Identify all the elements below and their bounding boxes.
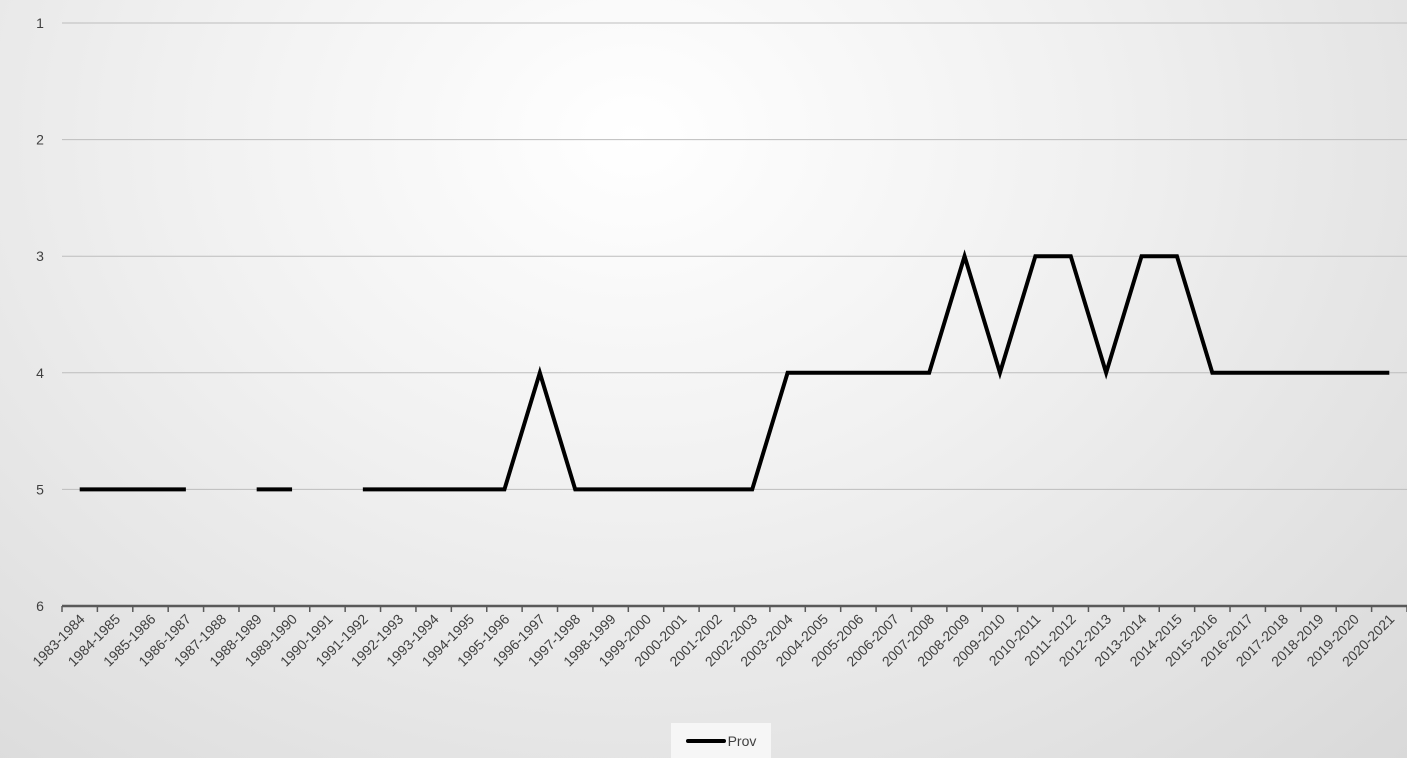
- legend: Prov: [671, 723, 771, 758]
- x-axis-labels: 1983-19841984-19851985-19861986-19871987…: [29, 611, 1397, 670]
- series-lines: [79, 249, 1390, 492]
- gridlines: [62, 22, 1407, 490]
- legend-label-prov: Prov: [727, 732, 757, 749]
- y-tick-label: 5: [36, 481, 44, 497]
- y-tick-label: 3: [36, 248, 44, 264]
- y-tick-label: 2: [36, 132, 44, 148]
- x-axis: [61, 604, 1407, 612]
- series-line-prov: [362, 249, 1390, 492]
- legend-swatch-prov: [685, 738, 726, 743]
- y-tick-label: 6: [36, 598, 44, 614]
- y-tick-label: 4: [36, 365, 44, 381]
- y-tick-label: 1: [36, 15, 44, 31]
- y-axis-labels: 1 2 3 4 5 6: [36, 15, 44, 614]
